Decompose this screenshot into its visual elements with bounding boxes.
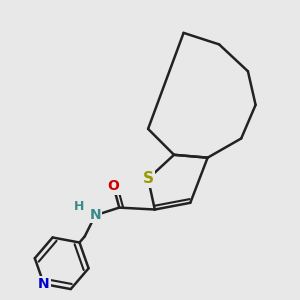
- Text: S: S: [142, 171, 154, 186]
- Text: O: O: [108, 179, 119, 194]
- Text: H: H: [74, 200, 85, 213]
- Text: N: N: [89, 208, 101, 222]
- Text: N: N: [38, 277, 50, 291]
